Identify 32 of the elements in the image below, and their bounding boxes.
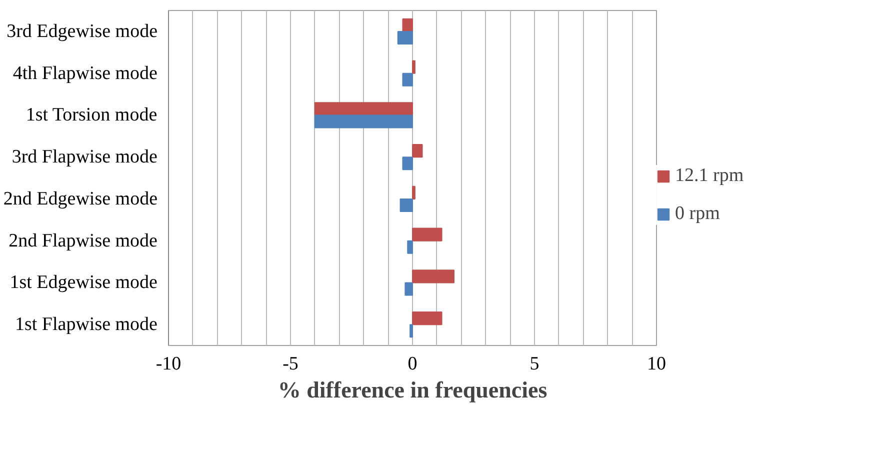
bar — [412, 186, 416, 200]
x-tick-label: -5 — [282, 354, 298, 374]
bar — [397, 30, 413, 44]
x-tick-label: 5 — [530, 354, 540, 374]
bar — [412, 60, 416, 74]
y-tick-label: 3rd Edgewise mode — [6, 20, 158, 42]
x-tick-label: -10 — [156, 354, 182, 374]
y-tick-label: 2nd Edgewise mode — [3, 188, 158, 210]
x-tick-label: 0 — [408, 354, 418, 374]
bar — [412, 228, 442, 242]
legend-label: 12.1 rpm — [675, 165, 744, 187]
bar — [402, 18, 413, 32]
bar — [402, 156, 413, 170]
bar — [407, 240, 413, 254]
y-tick-label: 1st Flapwise mode — [15, 314, 158, 336]
y-tick-label: 2nd Flapwise mode — [8, 230, 158, 252]
x-tick-label: 10 — [647, 354, 666, 374]
bar — [402, 72, 413, 86]
y-tick-label: 1st Edgewise mode — [10, 272, 158, 294]
legend-label: 0 rpm — [675, 203, 720, 225]
x-axis-title: % difference in frequencies — [278, 378, 548, 402]
bar — [412, 270, 454, 284]
bar — [400, 198, 413, 212]
bar — [404, 282, 413, 296]
y-tick-label: 3rd Flapwise mode — [12, 146, 158, 168]
y-tick-label: 4th Flapwise mode — [12, 62, 158, 84]
bar — [412, 312, 442, 326]
bar — [412, 144, 423, 158]
bar — [410, 324, 413, 338]
bar — [314, 102, 413, 116]
y-tick-label: 1st Torsion mode — [26, 104, 158, 126]
bar — [314, 114, 413, 128]
